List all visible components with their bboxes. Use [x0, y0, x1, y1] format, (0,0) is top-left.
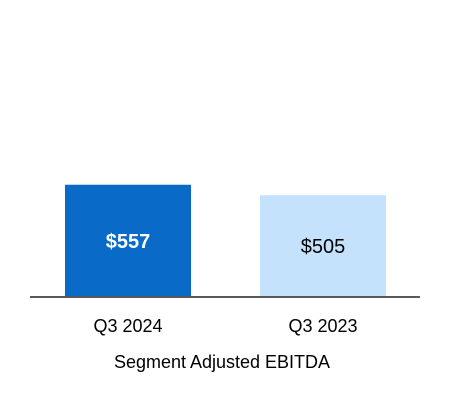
category-label-q3-2023: Q3 2023 [288, 316, 357, 336]
value-label-q3-2024: $557 [106, 231, 151, 253]
x-axis-title: Segment Adjusted EBITDA [114, 352, 330, 372]
value-label-q3-2023: $505 [301, 236, 346, 258]
category-label-q3-2024: Q3 2024 [93, 316, 162, 336]
bar-q3-2024 [65, 184, 191, 297]
bars-group [65, 184, 386, 297]
bar-q3-2023 [260, 195, 386, 297]
category-labels-group: Q3 2024 Q3 2023 [93, 316, 357, 336]
value-labels-group: $557 $505 [106, 231, 346, 258]
